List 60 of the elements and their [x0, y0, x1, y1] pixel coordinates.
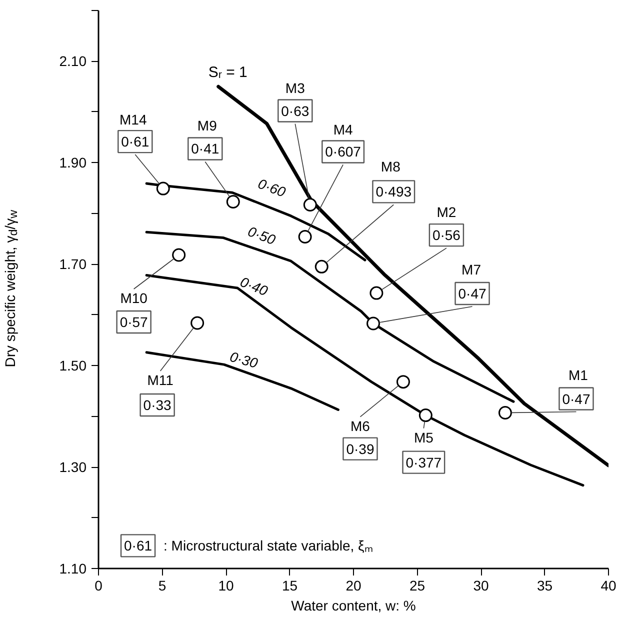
annotation: 0·39 [346, 440, 374, 457]
annotation: 0·61 [121, 134, 150, 150]
point [303, 198, 317, 212]
annotation: M8 [380, 158, 401, 175]
text: 0·60 [256, 175, 288, 200]
annotation: M11 [147, 372, 174, 388]
series-label: Sᵣ = 1 [208, 64, 248, 82]
point [418, 408, 432, 422]
annotation: 0·41 [191, 140, 220, 157]
point [370, 286, 384, 300]
point [396, 375, 410, 389]
y-tick-label: 1.90 [59, 154, 87, 171]
annotation: 0·63 [281, 102, 310, 119]
annotation: M3 [285, 80, 306, 96]
x-tick-label: 25 [409, 578, 426, 594]
annotation: M4 [333, 122, 353, 138]
text: 0·40 [238, 273, 270, 299]
point [298, 230, 312, 244]
annotation: 0·61 [124, 538, 152, 554]
annotation: : Microstructural state variable, ξₘ [164, 538, 374, 554]
annotation: M7 [462, 261, 482, 278]
annotation: 0·56 [432, 227, 461, 244]
annotation: 0·47 [562, 390, 590, 407]
annotation: M9 [197, 118, 218, 134]
annotation: M5 [414, 429, 434, 446]
annotation: M10 [120, 290, 148, 306]
x-tick-label: 5 [158, 578, 166, 594]
annotation: M1 [568, 366, 588, 383]
point [156, 182, 170, 196]
annotation: M2 [436, 204, 456, 220]
point [314, 260, 328, 274]
point [498, 406, 512, 420]
x-axis-title: Water content, w: % [291, 598, 416, 614]
point [190, 316, 204, 330]
point [366, 316, 380, 330]
y-tick-label: 1.70 [59, 256, 87, 272]
annotation: 0·607 [325, 144, 362, 160]
annotation: 0·377 [406, 454, 442, 470]
point [172, 248, 186, 262]
y-tick-label: 1.30 [59, 459, 87, 476]
annotation: 0·47 [458, 285, 486, 302]
x-tick-label: 0 [94, 578, 103, 594]
y-tick-label: 1.50 [59, 358, 87, 374]
x-tick-label: 10 [218, 578, 234, 594]
text: 0·50 [246, 223, 278, 248]
annotation: 0·57 [120, 314, 148, 330]
y-tick-label: 1.10 [59, 560, 87, 576]
x-tick-label: 20 [346, 578, 362, 594]
annotation: 0·33 [143, 396, 172, 413]
point [226, 195, 240, 208]
x-tick-label: 35 [536, 578, 553, 594]
line-series [145, 351, 340, 411]
text: 0·30 [228, 348, 260, 372]
annotation: M14 [120, 112, 147, 128]
annotation: 0·493 [376, 184, 412, 200]
annotation: M6 [350, 418, 370, 434]
x-tick-label: 40 [600, 578, 616, 594]
x-tick-label: 30 [473, 578, 489, 594]
x-tick-label: 15 [282, 578, 298, 594]
y-tick-label: 2.10 [59, 53, 87, 70]
